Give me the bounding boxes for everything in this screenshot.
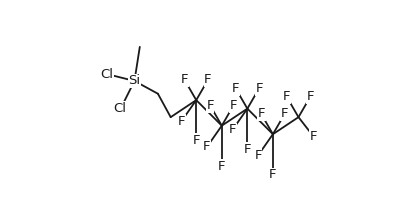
Text: F: F — [218, 160, 225, 173]
Text: F: F — [203, 140, 211, 154]
Text: F: F — [281, 107, 288, 121]
Text: F: F — [254, 149, 262, 162]
Text: F: F — [243, 142, 251, 156]
Text: F: F — [255, 82, 263, 95]
Text: F: F — [230, 99, 237, 112]
Text: F: F — [258, 107, 265, 121]
Text: F: F — [178, 115, 185, 128]
Text: F: F — [232, 82, 239, 95]
Text: Cl: Cl — [113, 102, 126, 115]
Text: F: F — [204, 73, 212, 86]
Text: F: F — [229, 123, 236, 137]
Text: F: F — [192, 134, 200, 147]
Text: F: F — [307, 90, 314, 104]
Text: F: F — [181, 73, 188, 86]
Text: Cl: Cl — [100, 68, 113, 81]
Text: F: F — [310, 130, 317, 143]
Text: F: F — [283, 90, 290, 104]
Text: F: F — [269, 168, 277, 181]
Text: Si: Si — [129, 74, 140, 88]
Text: F: F — [206, 99, 214, 112]
